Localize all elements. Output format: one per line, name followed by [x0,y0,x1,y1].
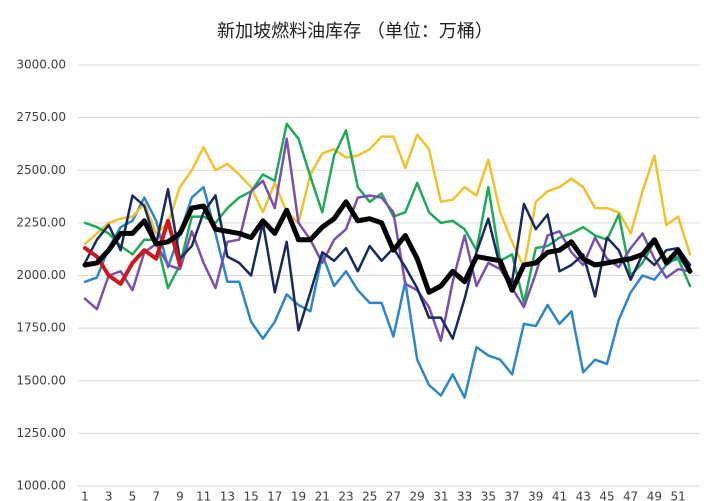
x-tick-label: 49 [647,490,662,501]
series-line [83,137,692,343]
y-tick-label: 2750.00 [16,110,66,124]
series-line [83,218,182,286]
y-tick-label: 1250.00 [16,426,66,440]
x-tick-label: 47 [623,490,638,501]
x-tick-label: 37 [504,490,519,501]
x-tick-label: 25 [362,490,377,501]
x-tick-label: 7 [152,490,160,501]
x-tick-label: 19 [291,490,306,501]
x-tick-label: 33 [457,490,472,501]
x-tick-label: 39 [528,490,543,501]
x-tick-label: 21 [315,490,330,501]
y-tick-label: 2000.00 [16,268,66,282]
x-tick-label: 27 [386,490,401,501]
chart-title: 新加坡燃料油库存 （单位：万桶） [217,21,493,42]
series-line [82,199,693,295]
x-tick-label: 23 [338,490,353,501]
x-tick-label: 41 [552,490,567,501]
x-tick-label: 13 [220,490,235,501]
x-tick-label: 17 [267,490,282,501]
x-tick-label: 51 [670,490,685,501]
x-tick-label: 29 [410,490,425,501]
x-tick-label: 9 [176,490,184,501]
series-line [83,187,692,340]
y-tick-label: 1000.00 [16,479,66,493]
y-tick-label: 1750.00 [16,321,66,335]
y-tick-label: 1500.00 [16,373,66,387]
x-tick-label: 1 [81,490,89,501]
series-line [83,133,692,269]
x-tick-label: 31 [433,490,448,501]
x-tick-label: 11 [196,490,211,501]
x-tick-label: 43 [576,490,591,501]
x-tick-label: 45 [599,490,614,501]
series-line [83,185,692,399]
y-tick-label: 3000.00 [16,58,66,72]
x-tick-label: 3 [105,490,113,501]
y-tick-label: 2500.00 [16,163,66,177]
x-tick-label: 5 [129,490,137,501]
x-tick-label: 35 [481,490,496,501]
y-tick-label: 2250.00 [16,215,66,229]
x-tick-label: 15 [243,490,258,501]
